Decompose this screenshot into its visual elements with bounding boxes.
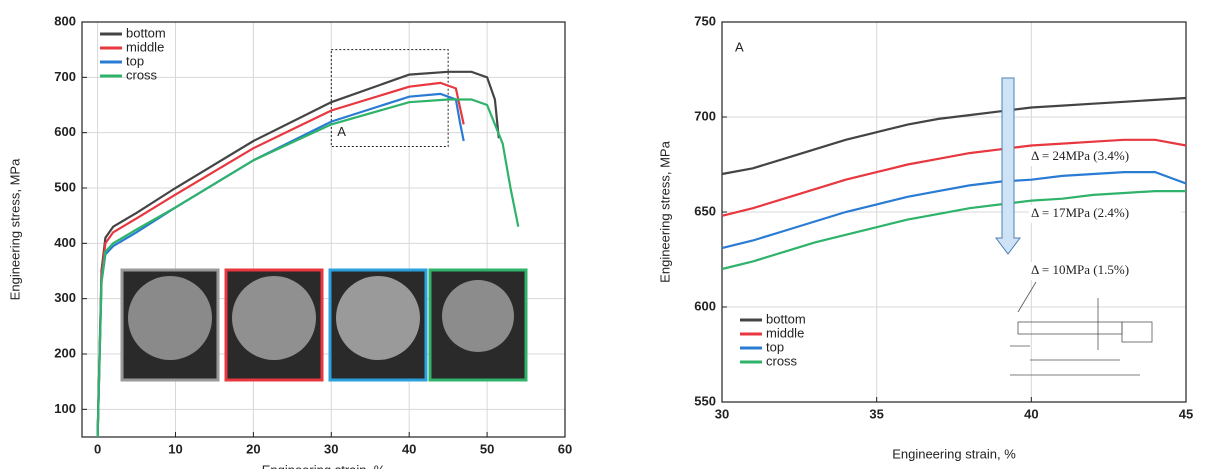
y-tick-label: 600 [694, 298, 716, 313]
annotation: Δ = 10MPa (1.5%) [1031, 262, 1129, 277]
y-tick-label: 200 [54, 345, 76, 360]
x-tick-label: 40 [1024, 406, 1038, 421]
annotation-bg [1029, 205, 1181, 223]
y-axis-title: Engineering stress, MPa [657, 140, 672, 282]
legend-label: top [766, 339, 784, 354]
annotation-bg [1029, 262, 1181, 280]
legend-label: top [126, 53, 144, 68]
x-tick-label: 60 [558, 441, 572, 456]
series-line [721, 96, 1187, 176]
y-tick-label: 700 [54, 69, 76, 84]
x-tick-label: 35 [869, 406, 883, 421]
series-line [721, 190, 1186, 271]
x-tick-label: 30 [715, 406, 729, 421]
y-tick-label: 100 [54, 401, 76, 416]
annotation: Δ = 17MPa (2.4%) [1031, 205, 1129, 220]
series-line [721, 138, 1187, 217]
y-tick-label: 300 [54, 290, 76, 305]
plot-frame [721, 21, 1187, 403]
legend-label: middle [126, 39, 164, 54]
legend-label: cross [766, 353, 798, 368]
y-tick-label: 700 [694, 108, 716, 123]
zoom-box [330, 49, 449, 148]
legend-label: bottom [126, 25, 166, 40]
sem-insets [120, 268, 528, 382]
zoom-label: A [337, 124, 346, 139]
annotation: A [735, 39, 744, 54]
legend-label: middle [766, 325, 804, 340]
series-line [96, 70, 500, 438]
y-tick-label: 400 [54, 235, 76, 250]
annotation-bg [1029, 148, 1181, 166]
x-tick-label: 10 [168, 441, 182, 456]
series-line [721, 171, 1187, 250]
y-tick-label: 550 [694, 393, 716, 408]
legend-label: bottom [766, 311, 806, 326]
x-tick-label: 50 [480, 441, 494, 456]
y-tick-label: 600 [54, 124, 76, 139]
x-axis-title: Engineering strain, % [892, 446, 1016, 461]
arrow [995, 77, 1021, 255]
series-line [96, 81, 465, 438]
y-tick-label: 750 [694, 13, 716, 28]
y-tick-label: 650 [694, 203, 716, 218]
y-axis-title: Engineering stress, MPa [7, 158, 22, 300]
x-tick-label: 20 [246, 441, 260, 456]
x-axis-title: Engineering strain, % [262, 462, 386, 469]
series-line [96, 98, 520, 438]
x-tick-label: 45 [1179, 406, 1193, 421]
legend-label: cross [126, 67, 158, 82]
y-tick-label: 800 [54, 13, 76, 28]
plot-frame [81, 21, 566, 438]
x-tick-label: 30 [324, 441, 338, 456]
y-tick-label: 500 [54, 179, 76, 194]
annotation: Δ = 24MPa (3.4%) [1031, 148, 1129, 163]
x-tick-label: 40 [402, 441, 416, 456]
specimen-sketch [1010, 281, 1153, 376]
x-tick-label: 0 [94, 441, 101, 456]
